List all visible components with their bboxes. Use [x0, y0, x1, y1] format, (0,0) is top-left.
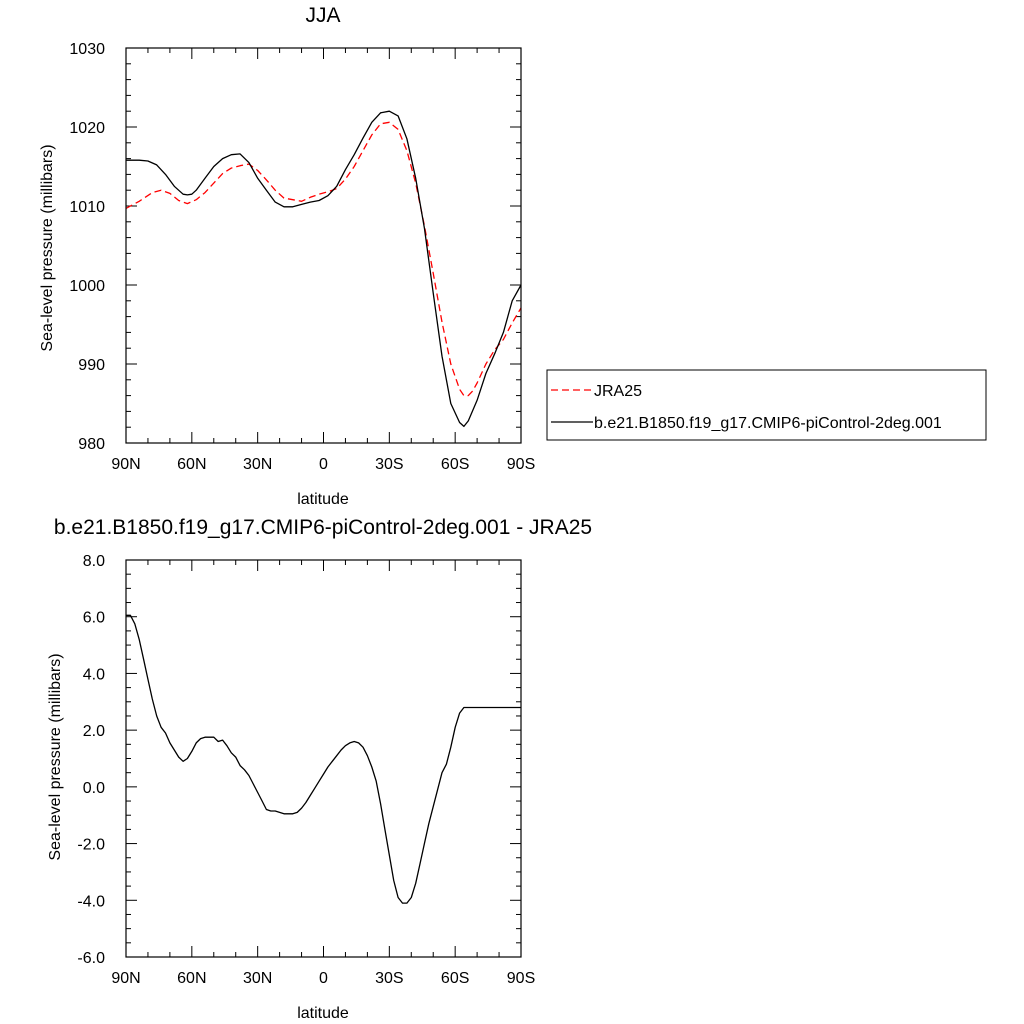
legend-label-jra25: JRA25 — [594, 383, 642, 400]
bottom-chart-frame — [125, 559, 522, 958]
top-chart-ytick-label: 990 — [78, 357, 105, 374]
bottom-chart-xtick-label: 30N — [243, 970, 272, 987]
bottom-chart-ytick-label: 0.0 — [83, 780, 105, 797]
top-chart-title: JJA — [305, 4, 340, 27]
bottom-chart-ytick-label: -4.0 — [77, 893, 105, 910]
bottom-chart-ylabel: Sea-level pressure (millibars) — [47, 653, 64, 860]
bottom-chart-ytick-label: 8.0 — [83, 553, 105, 570]
top-chart-xtick-label: 90S — [507, 456, 535, 473]
bottom-chart-ytick-label: -2.0 — [77, 837, 105, 854]
legend-box — [546, 369, 987, 441]
bottom-chart: b.e21.B1850.f19_g17.CMIP6-piControl-2deg… — [47, 516, 592, 1022]
top-chart-ticks: 90N 60N 30N 0 30S 60S 90S 980 990 1000 1010 1020 103… — [69, 41, 535, 473]
bottom-chart-series-line-0 — [126, 614, 521, 904]
top-chart-series-line-0 — [125, 121, 522, 397]
top-chart-xtick-label: 0 — [319, 456, 328, 473]
bottom-chart-ytick-label: 6.0 — [83, 610, 105, 627]
top-chart-ytick-label: 1020 — [69, 120, 105, 137]
bottom-chart-ticks: 90N 60N 30N 0 30S 60S 90S -6.0 -4.0 -2.0 0.0 2.0 4.0… — [77, 553, 535, 987]
bottom-chart-xtick-label: 90S — [507, 970, 535, 987]
top-chart-xtick-label: 60N — [177, 456, 206, 473]
bottom-chart-xtick-label: 0 — [319, 970, 328, 987]
legend: JRA25 b.e21.B1850.f19_g17.CMIP6-piContro… — [546, 369, 987, 441]
bottom-chart-series — [126, 614, 521, 904]
top-chart-series — [125, 110, 522, 428]
bottom-chart-ytick-label: -6.0 — [77, 950, 105, 967]
bottom-chart-xlabel: latitude — [297, 1005, 349, 1022]
top-chart-ytick-label: 980 — [78, 436, 105, 453]
top-chart: JJA latitude Sea-level pressure (milliba… — [39, 4, 987, 508]
top-chart-series-line-1 — [126, 110, 522, 428]
top-chart-xtick-label: 60S — [441, 456, 469, 473]
top-chart-xlabel: latitude — [297, 491, 349, 508]
bottom-chart-xtick-label: 60S — [441, 970, 469, 987]
top-chart-xtick-label: 90N — [111, 456, 140, 473]
top-chart-ytick-label: 1000 — [69, 278, 105, 295]
legend-label-model: b.e21.B1850.f19_g17.CMIP6-piControl-2deg… — [594, 415, 942, 432]
top-chart-ytick-label: 1010 — [69, 199, 105, 216]
top-chart-xtick-label: 30S — [375, 456, 403, 473]
top-chart-ytick-label: 1030 — [69, 41, 105, 58]
bottom-chart-xtick-label: 60N — [177, 970, 206, 987]
bottom-chart-xtick-label: 30S — [375, 970, 403, 987]
bottom-chart-title: b.e21.B1850.f19_g17.CMIP6-piControl-2deg… — [54, 516, 592, 539]
top-chart-ylabel: Sea-level pressure (millibars) — [39, 144, 56, 351]
bottom-chart-ytick-label: 2.0 — [83, 723, 105, 740]
top-chart-xtick-label: 30N — [243, 456, 272, 473]
bottom-chart-xtick-label: 90N — [111, 970, 140, 987]
top-chart-frame — [125, 47, 522, 444]
bottom-chart-ytick-label: 4.0 — [83, 666, 105, 683]
